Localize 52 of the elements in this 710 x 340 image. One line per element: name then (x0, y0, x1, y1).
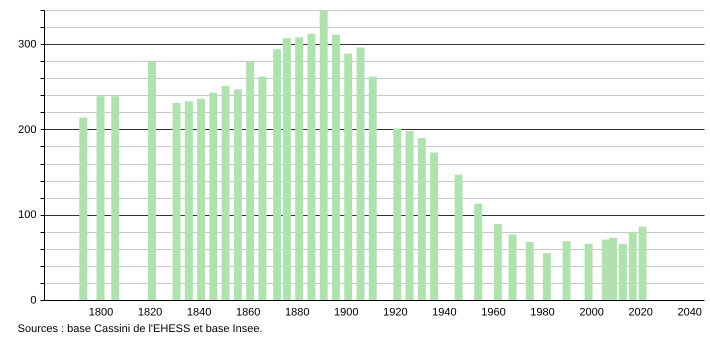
bar (508, 234, 517, 300)
bar (172, 102, 181, 300)
bar (307, 34, 316, 300)
bar (584, 244, 593, 300)
bar (320, 10, 328, 300)
x-tick-label: 1880 (284, 306, 310, 318)
y-tick-label: 100 (18, 209, 36, 222)
x-tick-label: 1800 (88, 306, 114, 318)
y-tick-label: 300 (18, 38, 36, 51)
bar (562, 241, 571, 300)
y-tick-label: 0 (30, 294, 36, 306)
bar (454, 174, 463, 300)
bar (282, 38, 291, 300)
bar (368, 76, 377, 300)
bar (344, 54, 352, 300)
bar (79, 117, 88, 300)
x-tick-label: 1980 (530, 306, 555, 318)
x-tick-label: 1920 (383, 306, 408, 318)
bar (222, 86, 230, 300)
bar (542, 253, 551, 300)
bar (430, 152, 438, 300)
bar (526, 242, 534, 300)
x-tick-label: 1820 (138, 306, 162, 318)
x-tick-label: 1960 (481, 306, 506, 318)
bar (246, 62, 254, 300)
bar (356, 48, 365, 300)
source-note: Sources : base Cassini de l'EHESS et base Insee. (18, 323, 262, 335)
bar (197, 98, 206, 300)
bar (393, 128, 402, 300)
x-tick-label: 2000 (579, 306, 604, 318)
y-tick-label: 200 (18, 124, 36, 136)
bar (295, 37, 304, 300)
bar (332, 34, 340, 300)
x-tick-label: 1940 (432, 306, 457, 318)
x-tick-label: 2040 (677, 306, 702, 318)
bar (258, 76, 266, 300)
bar (406, 131, 414, 300)
bar (234, 89, 242, 300)
bar (209, 92, 218, 300)
x-tick-label: 1860 (236, 306, 260, 318)
bar (474, 204, 482, 300)
bar (148, 62, 156, 300)
bar (273, 49, 282, 300)
bar (618, 244, 627, 300)
bar (494, 224, 502, 300)
bar (111, 96, 120, 300)
x-tick-label: 1840 (186, 306, 212, 318)
bar (418, 138, 426, 300)
bar (184, 101, 193, 300)
x-tick-label: 2020 (628, 306, 653, 318)
x-tick-label: 1900 (334, 306, 359, 318)
bar (96, 96, 105, 300)
